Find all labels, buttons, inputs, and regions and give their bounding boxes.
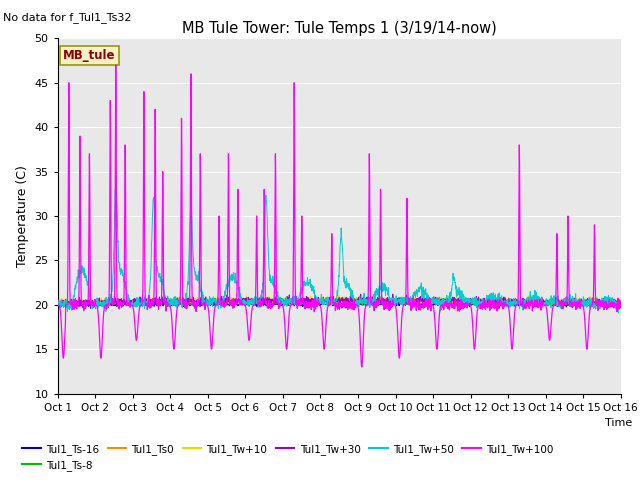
Y-axis label: Temperature (C): Temperature (C) xyxy=(16,165,29,267)
Text: MB_tule: MB_tule xyxy=(63,49,116,62)
Legend: Tul1_Ts-16, Tul1_Ts-8, Tul1_Ts0, Tul1_Tw+10, Tul1_Tw+30, Tul1_Tw+50, Tul1_Tw+100: Tul1_Ts-16, Tul1_Ts-8, Tul1_Ts0, Tul1_Tw… xyxy=(18,439,557,475)
Text: No data for f_Tul1_Ts32: No data for f_Tul1_Ts32 xyxy=(3,12,132,23)
X-axis label: Time: Time xyxy=(605,418,632,428)
Title: MB Tule Tower: Tule Temps 1 (3/19/14-now): MB Tule Tower: Tule Temps 1 (3/19/14-now… xyxy=(182,21,497,36)
